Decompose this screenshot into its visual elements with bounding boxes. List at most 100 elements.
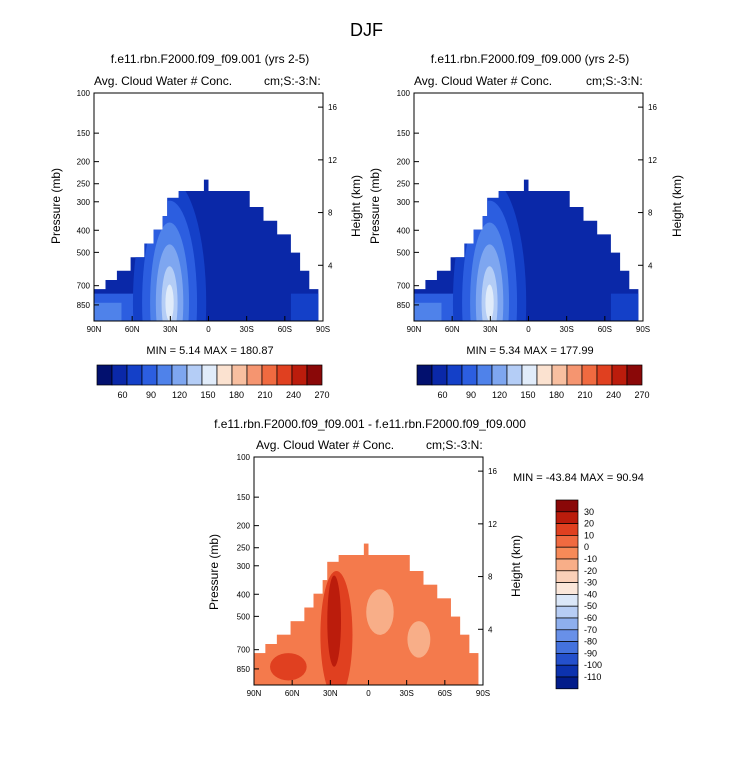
panel1-min-max: MIN = 5.14 MAX = 180.87 — [146, 345, 274, 357]
panel3-ytick-label-300: 300 — [237, 562, 251, 571]
panel2-ytick-label-250: 250 — [397, 180, 411, 189]
panel1-colorbar-label-7: 270 — [314, 390, 329, 400]
panel1-ytick-label-300: 300 — [77, 198, 91, 207]
panel3-fill-contour-1 — [327, 575, 342, 667]
panel1-colorbar-cell-9 — [231, 364, 248, 386]
panel1-ytick-label-150: 150 — [77, 129, 91, 138]
panel2-colorbar-cell-9 — [551, 364, 568, 386]
panel3-colorbar-cell-0 — [555, 499, 579, 513]
panel3-colorbar-label-14: -110 — [584, 672, 601, 682]
panel2-yright-tick-label-4: 4 — [648, 261, 653, 270]
panel3-fill-group — [254, 543, 479, 685]
panel3-yright-tick-label-4: 4 — [488, 625, 493, 634]
panel1-ytick-label-100: 100 — [77, 89, 91, 98]
panel3-ytick-label-200: 200 — [237, 522, 251, 531]
panel2-colorbar-label-3: 150 — [520, 390, 535, 400]
panel2-ytick-label-200: 200 — [397, 158, 411, 167]
panel2-xtick-label-5: 60S — [598, 325, 612, 334]
panel3-xtick-label-0: 90N — [247, 689, 262, 698]
panel1-colorbar-cell-5 — [171, 364, 188, 386]
panel2-colorbar-label-1: 90 — [466, 390, 476, 400]
page-title: DJF — [350, 20, 383, 40]
panel2-subtitle: f.e11.rbn.F2000.f09_f09.000 (yrs 2-5) — [430, 52, 630, 66]
panel3-colorbar-cell-8 — [555, 594, 579, 607]
panel2-xtick-label-0: 90N — [407, 325, 422, 334]
panel2-fill-north-patch — [414, 302, 442, 321]
panel2-y-right-axis-label: Height (km) — [670, 174, 684, 238]
panel3-xtick-label-1: 60N — [285, 689, 300, 698]
panel3-colorbar-label-0: 30 — [584, 507, 594, 517]
panel2-colorbar-cell-12 — [596, 364, 613, 386]
panel3-xtick-label-6: 90S — [476, 689, 490, 698]
panel1-yright-tick-label-8: 8 — [328, 209, 333, 218]
panel2-colorbar-cell-13 — [611, 364, 628, 386]
panel1-colorbar-cell-12 — [276, 364, 293, 386]
panel1-fill-north-patch — [94, 302, 122, 321]
panel1-yright-tick-label-12: 12 — [328, 156, 337, 165]
panel1-ytick-label-700: 700 — [77, 282, 91, 291]
panel3-ytick-label-400: 400 — [237, 590, 251, 599]
panel3-colorbar-label-10: -70 — [584, 625, 597, 635]
panel1-ytick-label-400: 400 — [77, 226, 91, 235]
panel2-ytick-label-850: 850 — [397, 301, 411, 310]
panel1-subtitle: f.e11.rbn.F2000.f09_f09.001 (yrs 2-5) — [110, 52, 310, 66]
panel3-colorbar-cell-7 — [555, 582, 579, 595]
panel1-ytick-label-250: 250 — [77, 180, 91, 189]
panel3-ytick-label-100: 100 — [237, 453, 251, 462]
panel3-colorbar-cell-4 — [555, 546, 579, 560]
panel2-colorbar-cell-2 — [446, 364, 463, 386]
panel2-ytick-label-150: 150 — [397, 129, 411, 138]
panel2-xtick-label-3: 0 — [526, 325, 531, 334]
panel2-units-label: cm;S:-3:N: — [586, 74, 643, 88]
panel1-xtick-label-3: 0 — [206, 325, 211, 334]
panel2-ytick-label-700: 700 — [397, 282, 411, 291]
panel3-colorbar-cell-12 — [555, 641, 579, 654]
panel2-min-max: MIN = 5.34 MAX = 177.99 — [466, 345, 594, 357]
panel2-colorbar-cell-11 — [581, 364, 598, 386]
panel1-colorbar-cell-8 — [216, 364, 233, 386]
panel1-fill-south-patch — [290, 293, 319, 321]
panel3-yright-tick-label-16: 16 — [488, 467, 497, 476]
panel3-colorbar-cell-13 — [555, 653, 579, 666]
panel3-xtick-label-4: 30S — [400, 689, 414, 698]
panel3-fill-contour-2 — [366, 589, 394, 635]
panel2-colorbar-cell-1 — [431, 364, 448, 386]
panel2-ytick-label-300: 300 — [397, 198, 411, 207]
panel3-fill-overlay — [254, 543, 479, 685]
panel3-xtick-label-2: 30N — [323, 689, 338, 698]
panel3-xtick-label-5: 60S — [438, 689, 452, 698]
panel2-yright-tick-label-8: 8 — [648, 209, 653, 218]
panel2-ytick-label-400: 400 — [397, 226, 411, 235]
panel1-fill-contour-5 — [165, 284, 174, 321]
panel2-colorbar-label-0: 60 — [437, 390, 447, 400]
panel2-xtick-label-4: 30S — [560, 325, 574, 334]
panel3-y-right-axis-label: Height (km) — [509, 534, 523, 598]
panel2-xtick-label-2: 30N — [483, 325, 498, 334]
panel2-fill-contour-5 — [485, 284, 494, 321]
panel3-colorbar-cell-15 — [555, 676, 579, 690]
panel3-colorbar-label-1: 20 — [584, 519, 594, 529]
panel2-yright-tick-label-16: 16 — [648, 103, 657, 112]
panel1-variable-label: Avg. Cloud Water # Conc. — [94, 74, 233, 88]
panel3-yright-tick-label-12: 12 — [488, 520, 497, 529]
panel3-ytick-label-250: 250 — [237, 544, 251, 553]
panel3-units-label: cm;S:-3:N: — [426, 438, 483, 452]
panel3-colorbar-label-9: -60 — [584, 613, 597, 623]
panel1-colorbar-cell-10 — [246, 364, 263, 386]
panel1-units-label: cm;S:-3:N: — [264, 74, 321, 88]
panel3-subtitle: f.e11.rbn.F2000.f09_f09.001 - f.e11.rbn.… — [214, 417, 526, 431]
panel1-colorbar-label-0: 60 — [117, 390, 127, 400]
panel3-colorbar-label-2: 10 — [584, 530, 594, 540]
panel3-variable-label: Avg. Cloud Water # Conc. — [256, 438, 395, 452]
panel3-xtick-label-3: 0 — [366, 689, 371, 698]
panel1-colorbar-label-5: 210 — [257, 390, 272, 400]
panel2-colorbar-cell-7 — [521, 364, 538, 386]
panel1-colorbar-label-4: 180 — [229, 390, 244, 400]
panel2-colorbar-label-5: 210 — [577, 390, 592, 400]
panel2-colorbar-cell-4 — [476, 364, 493, 386]
panel3-fill-contour-4 — [270, 653, 307, 681]
panel1-xtick-label-2: 30N — [163, 325, 178, 334]
panel1-fill-base — [94, 179, 319, 321]
panel2-colorbar-cell-0 — [416, 364, 433, 386]
